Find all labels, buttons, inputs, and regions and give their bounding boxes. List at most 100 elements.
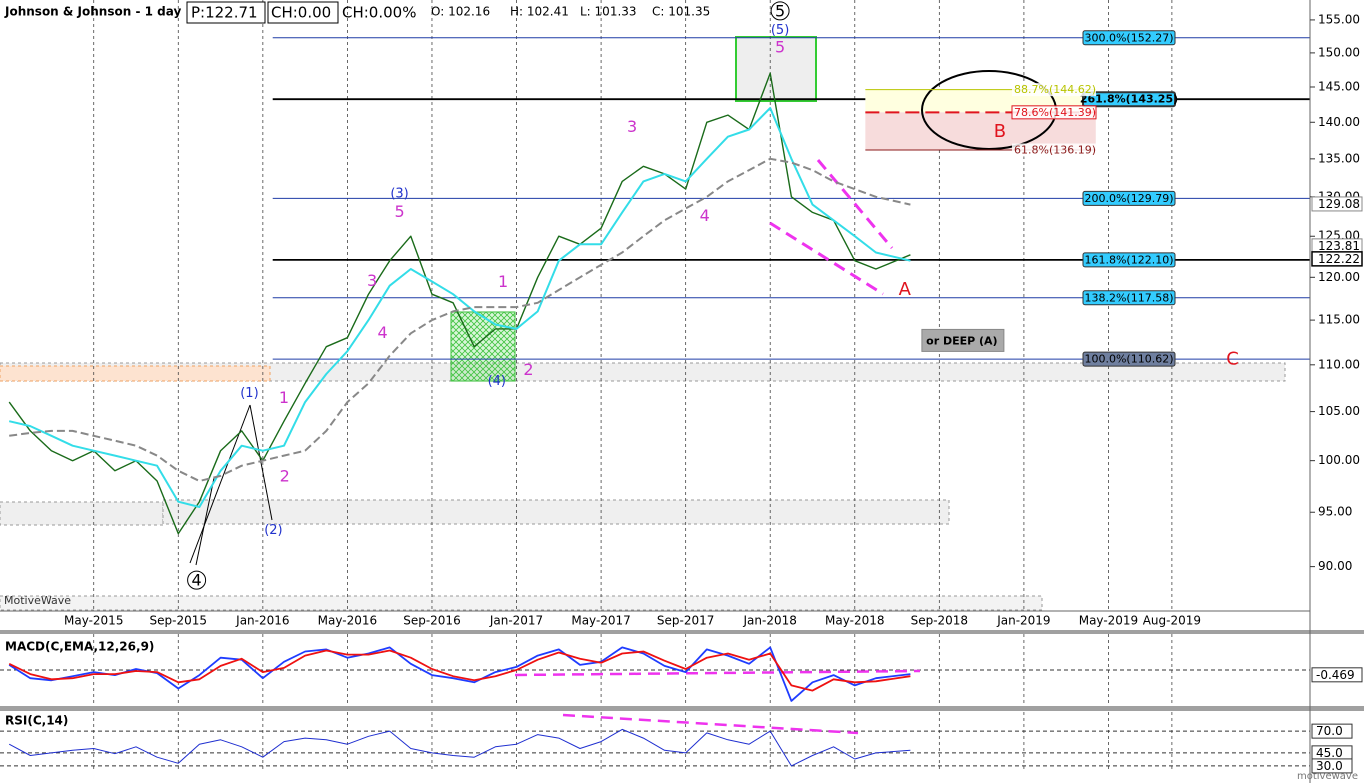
trend-line: [562, 713, 859, 735]
quote-price: P:122.71: [191, 4, 258, 22]
x-tick-label: Aug-2019: [1143, 614, 1201, 628]
wave-label: 3: [367, 271, 377, 290]
wave-label: A: [899, 279, 912, 300]
panel-title: MACD(C,EMA,12,26,9): [5, 640, 154, 654]
rsi-tick-box: [1311, 758, 1353, 774]
quote-open: O: 102.16: [431, 5, 490, 19]
value-tag: -0.469: [1316, 668, 1355, 682]
wave-label: 2: [523, 360, 533, 379]
fib-label-box: [1082, 190, 1176, 206]
logo: motivewave: [1297, 771, 1358, 782]
x-tick-label: Jan-2019: [996, 614, 1050, 628]
x-tick-label: Jan-2017: [489, 614, 543, 628]
y-tick-label: 95.00: [1318, 505, 1352, 519]
x-tick-label: Sep-2018: [911, 614, 969, 628]
y-tick-label: 115.00: [1318, 313, 1360, 327]
fib-label: 100.0%(110.62): [1084, 353, 1173, 366]
target-box-fill: [451, 312, 515, 381]
zone: [0, 362, 1286, 382]
wave-label: B: [994, 121, 1006, 142]
y-tick-label: 45.0: [1316, 746, 1343, 760]
y-tick-label: 150.00: [1318, 45, 1360, 59]
fib-label: 161.8%(122.10): [1084, 253, 1173, 266]
fib-label: 200.0%(129.79): [1084, 192, 1173, 205]
wedge-line: [769, 221, 884, 296]
annotation-box: [921, 328, 1005, 352]
chart-title: Johnson & Johnson - 1 day: [4, 5, 181, 19]
wave-label: (1): [240, 386, 258, 401]
fib-label-box: [1082, 252, 1176, 268]
retracement-label: 61.8%(136.19): [1014, 144, 1096, 157]
wave-label: (5): [771, 23, 789, 38]
fib-label-box: [1082, 351, 1176, 367]
retracement-label: 88.7%(144.62): [1014, 83, 1096, 96]
zone: [0, 595, 1043, 611]
price-tag: 122.22: [1318, 252, 1360, 266]
y-tick-label: 105.00: [1318, 404, 1360, 418]
y-tick-label: 70.0: [1316, 724, 1343, 738]
target-box: [735, 36, 817, 102]
fib-label: 261.8%(143.25): [1080, 93, 1178, 106]
wedge-line: [816, 159, 894, 249]
y-tick-label: 100.00: [1318, 453, 1360, 467]
x-tick-label: May-2018: [825, 614, 884, 628]
wave-label: 2: [280, 466, 290, 485]
annotation-circle: [187, 570, 207, 590]
y-tick-label: 140.00: [1318, 115, 1360, 129]
wave-label: 4: [192, 571, 202, 590]
series-line: [8, 107, 911, 508]
wave-line: [189, 404, 251, 564]
x-tick-label: May-2015: [64, 614, 123, 628]
value-tag-box: [1311, 667, 1363, 683]
wave-label: (3): [390, 186, 408, 201]
wave-label: 5: [775, 1, 785, 20]
price-tag-box: [1311, 196, 1363, 212]
retracement-label-box: [1012, 83, 1096, 97]
quote-close: C: 101.35: [652, 5, 710, 19]
retracement-label-box: [1011, 105, 1097, 120]
zone: [162, 499, 950, 525]
x-tick-label: May-2016: [318, 614, 377, 628]
wave-label: (2): [264, 523, 282, 538]
wave-label: (4): [488, 374, 506, 389]
series-line: [8, 649, 911, 692]
wave-label: C: [1226, 348, 1239, 369]
fib-label-box: [1082, 290, 1176, 306]
quote-high: H: 102.41: [510, 5, 569, 19]
x-tick-label: May-2019: [1079, 614, 1138, 628]
wave-label: 4: [700, 206, 710, 225]
y-tick-label: 120.00: [1318, 270, 1360, 284]
wave-label: 4: [378, 323, 388, 342]
fib-label: 300.0%(152.27): [1084, 31, 1173, 44]
wave-label: 1: [279, 388, 289, 407]
price-tag: 123.81: [1318, 239, 1360, 253]
y-tick-label: 90.00: [1318, 559, 1352, 573]
retracement-label: 78.6%(141.39): [1014, 106, 1096, 119]
quote-low: L: 101.33: [580, 5, 637, 19]
wave-line: [249, 404, 273, 521]
y-tick-label: 135.00: [1318, 151, 1360, 165]
price-tag-box: [1311, 251, 1363, 267]
fib-label-box: [1082, 30, 1176, 46]
watermark: MotiveWave: [4, 594, 71, 607]
series-line: [9, 157, 911, 482]
x-tick-label: Jan-2018: [743, 614, 797, 628]
quote-box: [186, 1, 266, 24]
series-line: [8, 646, 911, 702]
rsi-tick-box: [1311, 723, 1353, 739]
panel-title: RSI(C,14): [5, 714, 68, 728]
y-tick-label: 110.00: [1318, 357, 1360, 371]
wave-label: 1: [498, 272, 508, 291]
series-line: [8, 728, 911, 767]
x-tick-label: Sep-2016: [403, 614, 461, 628]
quote-box: [267, 1, 339, 24]
x-tick-label: Jan-2016: [235, 614, 289, 628]
x-tick-label: Sep-2015: [150, 614, 208, 628]
zone: [0, 501, 164, 526]
retracement-label-box: [1012, 143, 1096, 157]
price-tag: 129.08: [1318, 197, 1360, 211]
wave-label: or DEEP (A): [926, 334, 997, 347]
y-tick-label: 30.0: [1316, 759, 1343, 773]
